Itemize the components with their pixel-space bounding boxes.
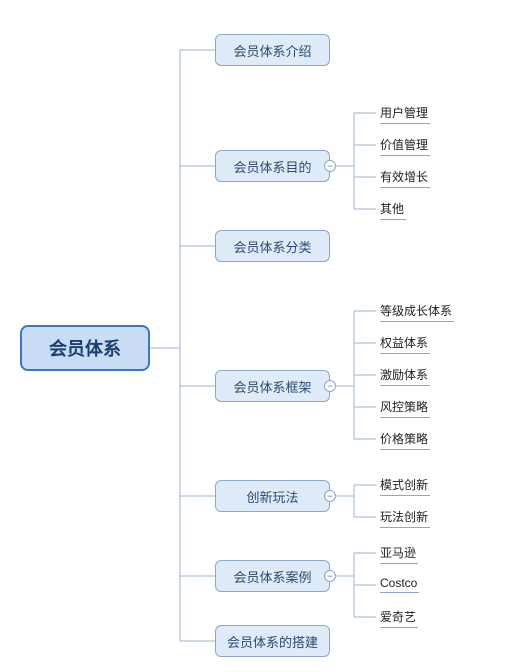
leaf-node[interactable]: 亚马逊 <box>380 544 416 561</box>
level2-node[interactable]: 会员体系案例 <box>215 560 330 592</box>
leaf-node[interactable]: 激励体系 <box>380 366 428 383</box>
collapse-toggle-icon[interactable]: − <box>324 160 336 172</box>
level2-label: 会员体系分类 <box>233 237 311 256</box>
leaf-node[interactable]: Costco <box>380 576 417 590</box>
leaf-node[interactable]: 价值管理 <box>380 136 428 153</box>
leaf-node[interactable]: 风控策略 <box>380 398 428 415</box>
level2-label: 会员体系目的 <box>233 157 311 176</box>
level2-node[interactable]: 会员体系框架 <box>215 370 330 402</box>
level2-node[interactable]: 会员体系分类 <box>215 230 330 262</box>
level2-node[interactable]: 会员体系介绍 <box>215 34 330 66</box>
level2-label: 会员体系案例 <box>233 567 311 586</box>
leaf-node[interactable]: 用户管理 <box>380 104 428 121</box>
root-label: 会员体系 <box>49 335 121 361</box>
collapse-toggle-icon[interactable]: − <box>324 490 336 502</box>
level2-node[interactable]: 会员体系的搭建 <box>215 625 330 657</box>
leaf-node[interactable]: 爱奇艺 <box>380 608 416 625</box>
leaf-node[interactable]: 玩法创新 <box>380 508 428 525</box>
level2-node[interactable]: 创新玩法 <box>215 480 330 512</box>
level2-label: 会员体系的搭建 <box>227 632 318 651</box>
level2-label: 会员体系介绍 <box>233 41 311 60</box>
collapse-toggle-icon[interactable]: − <box>324 380 336 392</box>
level2-label: 会员体系框架 <box>233 377 311 396</box>
leaf-node[interactable]: 权益体系 <box>380 334 428 351</box>
leaf-node[interactable]: 等级成长体系 <box>380 302 452 319</box>
leaf-node[interactable]: 有效增长 <box>380 168 428 185</box>
level2-node[interactable]: 会员体系目的 <box>215 150 330 182</box>
root-node[interactable]: 会员体系 <box>20 325 150 371</box>
leaf-node[interactable]: 价格策略 <box>380 430 428 447</box>
collapse-toggle-icon[interactable]: − <box>324 570 336 582</box>
leaf-node[interactable]: 其他 <box>380 200 404 217</box>
leaf-node[interactable]: 模式创新 <box>380 476 428 493</box>
level2-label: 创新玩法 <box>246 487 298 506</box>
